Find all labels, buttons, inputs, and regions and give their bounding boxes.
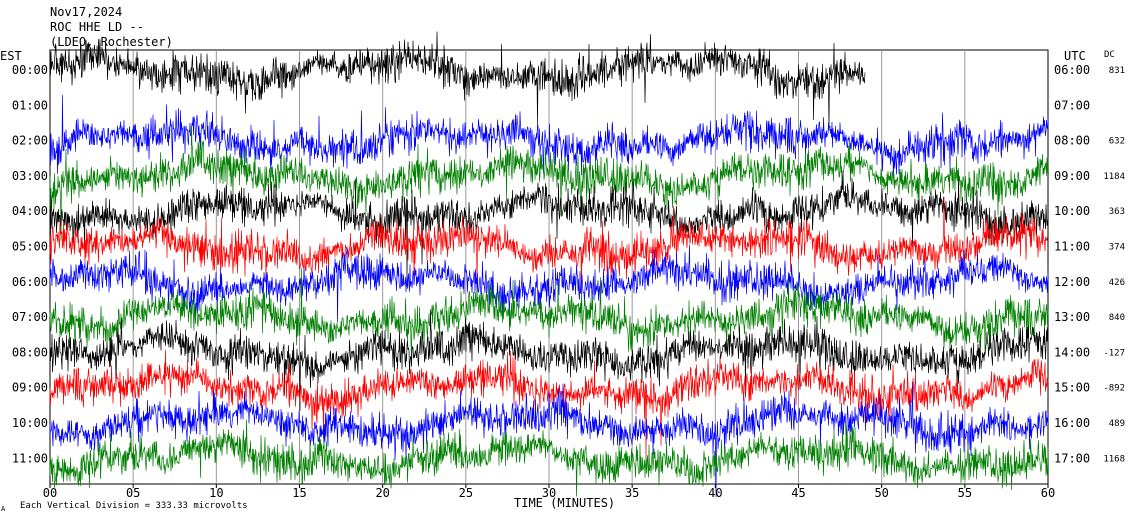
est-hour-label: 07:00 [12, 310, 48, 324]
utc-hour-label: 08:00 [1054, 134, 1090, 148]
utc-hour-label: 06:00 [1054, 63, 1090, 77]
est-hour-label: 03:00 [12, 169, 48, 183]
dc-offset-label: 1184 [1103, 172, 1125, 182]
corner-mark: A [1, 505, 6, 513]
est-hour-label: 00:00 [12, 63, 48, 77]
x-tick-label: 25 [459, 486, 473, 500]
hour-trace [49, 196, 1048, 295]
x-tick-label: 15 [292, 486, 306, 500]
utc-hour-label: 16:00 [1054, 416, 1090, 430]
dc-offset-label: 363 [1109, 207, 1125, 217]
x-tick-label: 00 [43, 486, 57, 500]
hour-trace [49, 419, 1049, 497]
hour-trace [49, 94, 1049, 177]
utc-hour-label: 10:00 [1054, 204, 1090, 218]
dc-offset-label: 374 [1109, 243, 1125, 253]
dc-offset-label: 426 [1109, 278, 1125, 288]
hour-trace [49, 125, 1049, 242]
x-tick-label: 05 [126, 486, 140, 500]
x-axis-title: TIME (MINUTES) [514, 496, 615, 510]
est-hour-label: 10:00 [12, 416, 48, 430]
est-hour-label: 04:00 [12, 204, 48, 218]
dc-offset-label: 632 [1109, 137, 1125, 147]
x-tick-label: 60 [1041, 486, 1055, 500]
dc-offset-label: 831 [1109, 66, 1125, 76]
dc-column-title: DC [1104, 50, 1115, 60]
est-axis-title: EST [0, 49, 22, 63]
x-tick-label: 50 [874, 486, 888, 500]
x-tick-label: 40 [708, 486, 722, 500]
x-tick-label: 55 [958, 486, 972, 500]
est-hour-label: 01:00 [12, 98, 48, 112]
hour-trace [49, 170, 1049, 287]
scale-note: Each Vertical Division = 333.33 microvol… [20, 501, 248, 511]
utc-hour-label: 09:00 [1054, 169, 1090, 183]
est-hour-label: 02:00 [12, 134, 48, 148]
utc-hour-label: 11:00 [1054, 240, 1090, 254]
x-tick-label: 45 [791, 486, 805, 500]
est-hour-label: 06:00 [12, 275, 48, 289]
utc-hour-label: 14:00 [1054, 345, 1090, 359]
x-tick-label: 30 [542, 486, 556, 500]
est-hour-label: 05:00 [12, 240, 48, 254]
hour-trace [49, 31, 866, 131]
est-hour-label: 08:00 [12, 345, 48, 359]
est-hour-label: 09:00 [12, 381, 48, 395]
seismic-traces [49, 31, 1049, 498]
dc-offset-label: -892 [1103, 384, 1125, 394]
utc-hour-label: 17:00 [1054, 451, 1090, 465]
x-tick-label: 10 [209, 486, 223, 500]
x-tick-label: 35 [625, 486, 639, 500]
x-tick-label: 20 [375, 486, 389, 500]
utc-hour-label: 15:00 [1054, 381, 1090, 395]
hour-trace [49, 381, 1049, 498]
hour-trace [49, 309, 1049, 412]
station-code: ROC HHE LD -- [50, 20, 144, 34]
dc-offset-label: 489 [1109, 419, 1125, 429]
record-date: Nov17,2024 [50, 5, 122, 19]
utc-hour-label: 12:00 [1054, 275, 1090, 289]
hour-labels: 00:00 06:00 831 01:00 07:00 02:00 08:00 632 03:0… [12, 63, 1125, 465]
utc-hour-label: 07:00 [1054, 98, 1090, 112]
dc-offset-label: -127 [1103, 348, 1125, 358]
network-name: (LDEO, Rochester) [50, 35, 173, 49]
hour-trace [49, 267, 1049, 360]
hour-trace [49, 244, 1049, 323]
dc-offset-label: 1168 [1103, 454, 1125, 464]
utc-hour-label: 13:00 [1054, 310, 1090, 324]
dc-offset-label: 840 [1109, 313, 1125, 323]
utc-axis-title: UTC [1064, 49, 1086, 63]
est-hour-label: 11:00 [12, 451, 48, 465]
x-axis-ticks: 00 05 10 15 20 25 30 35 40 45 50 55 60 [43, 484, 1055, 500]
